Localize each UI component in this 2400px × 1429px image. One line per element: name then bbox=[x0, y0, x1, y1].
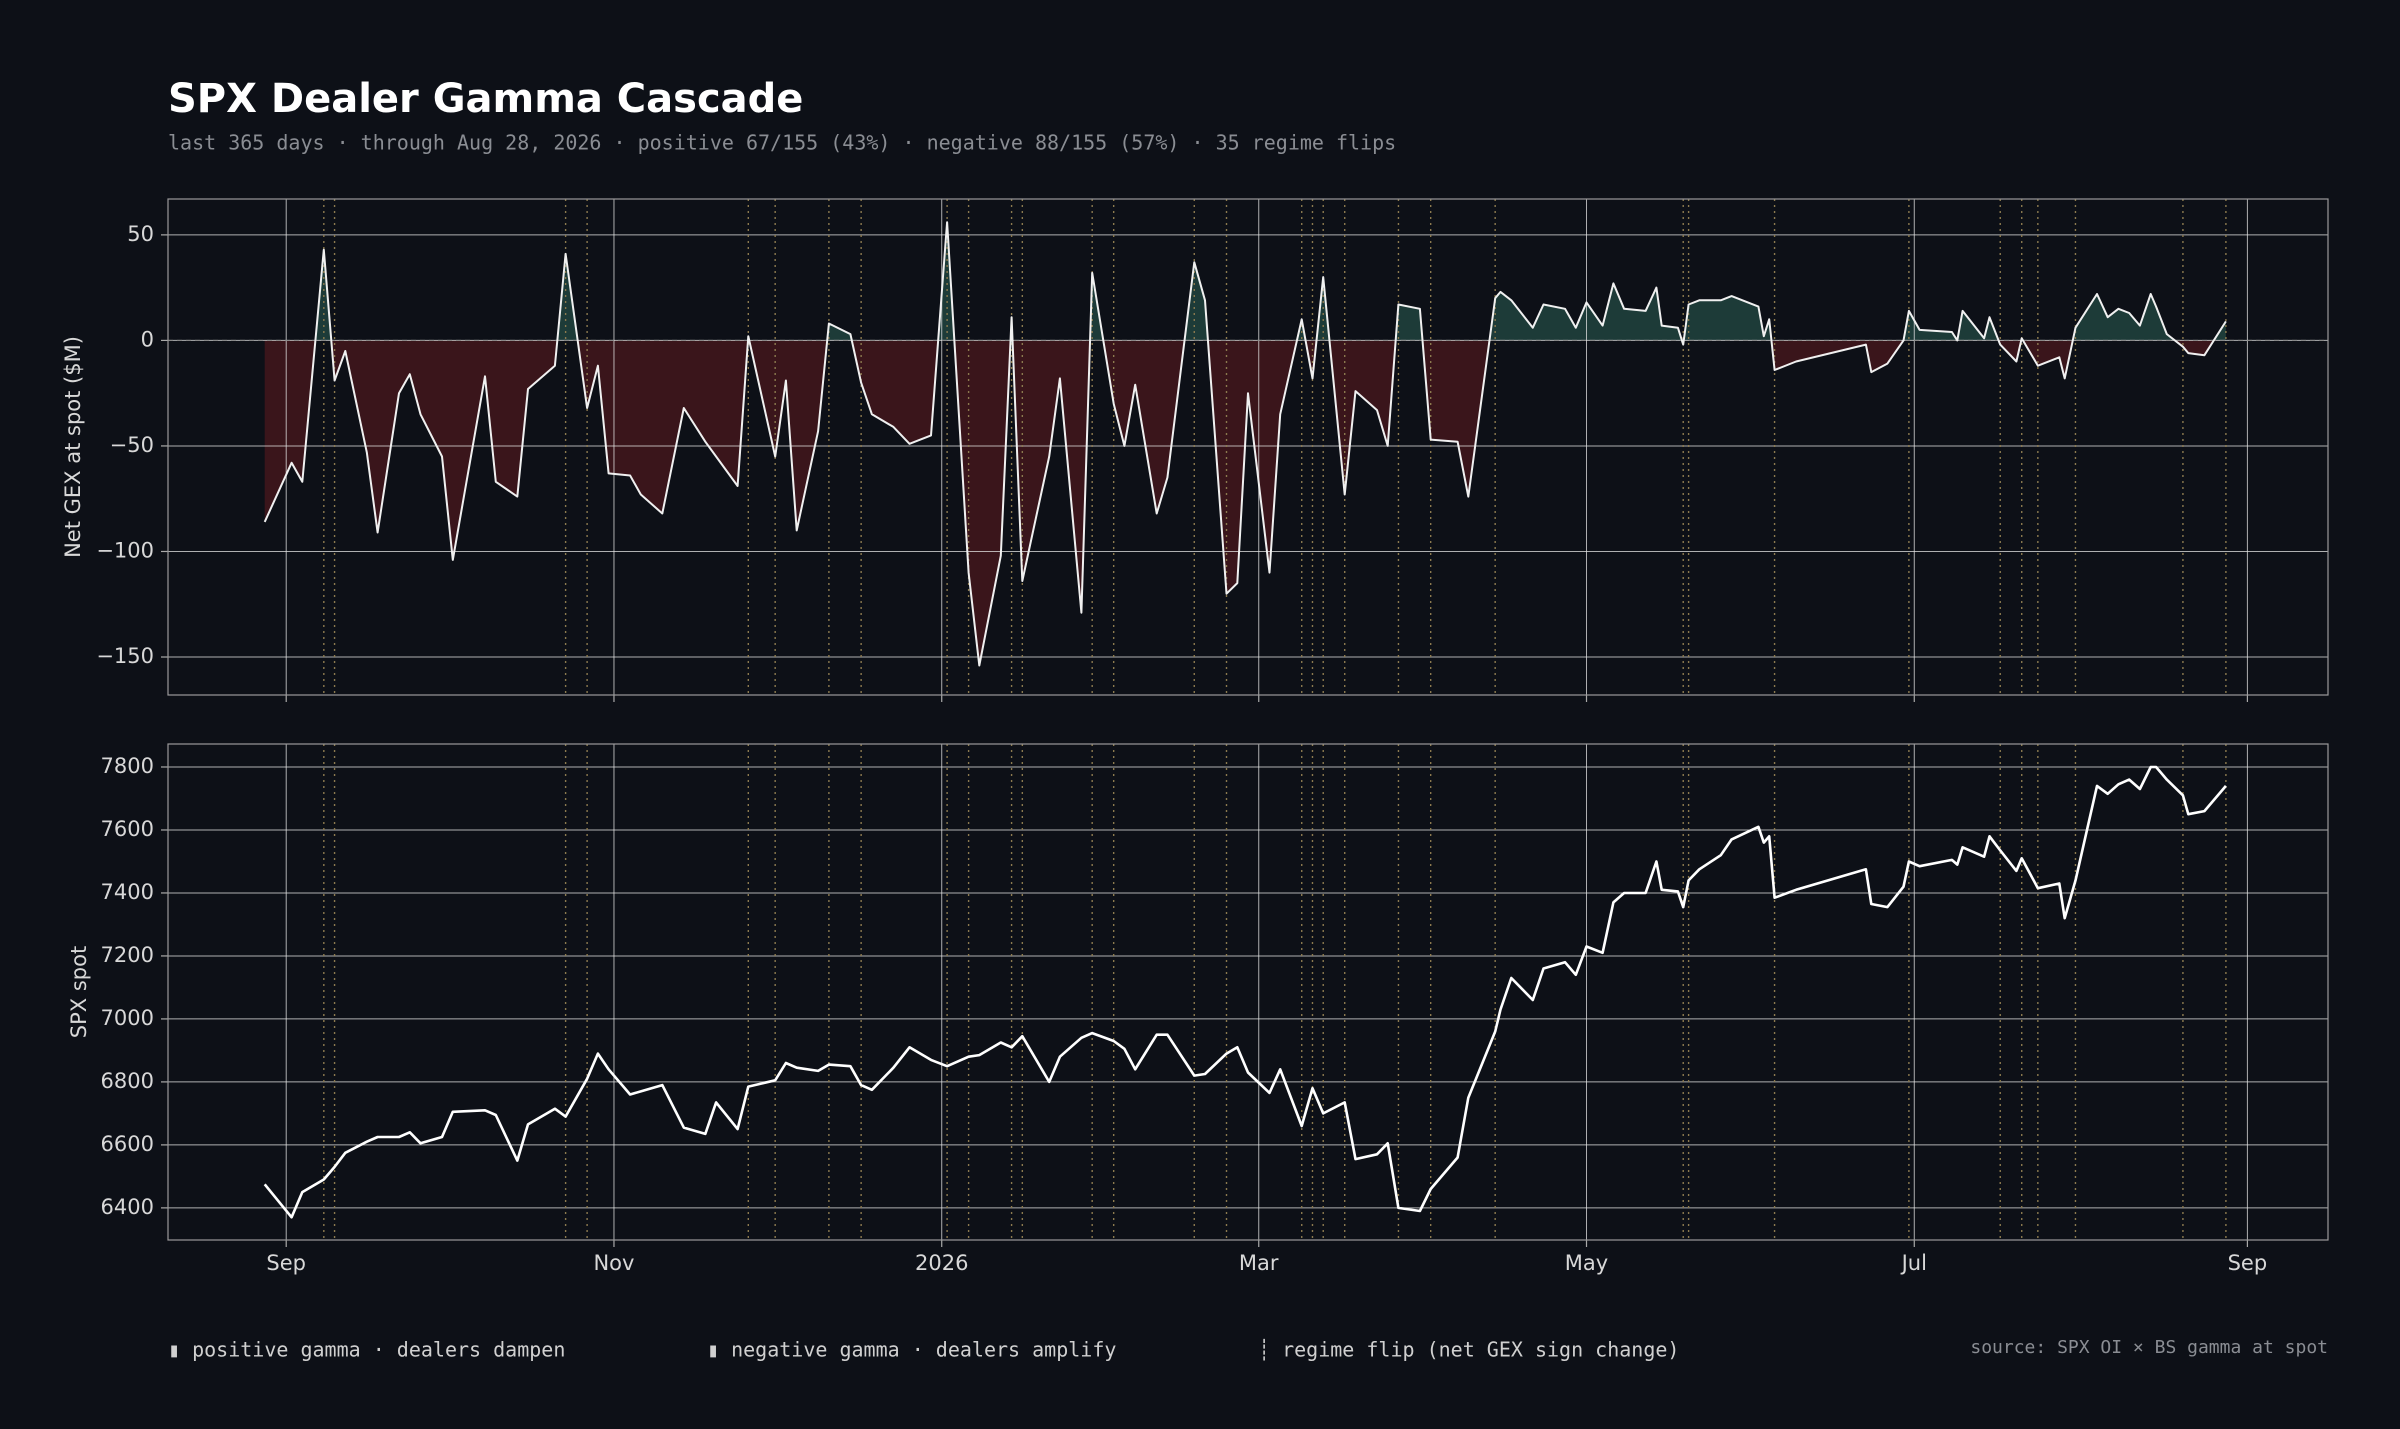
axes-frame bbox=[167, 198, 2329, 696]
x-tick-label: 2026 bbox=[915, 1251, 968, 1275]
x-tick-label: Sep bbox=[2228, 1251, 2268, 1275]
y-tick-label: 50 bbox=[127, 222, 154, 246]
legend-item: ▮ negative gamma · dealers amplify bbox=[707, 1338, 1116, 1362]
positive-area bbox=[315, 222, 2226, 341]
x-tick-label: Mar bbox=[1239, 1251, 1279, 1275]
y-tick-label: 6400 bbox=[101, 1195, 154, 1219]
x-tick-label: Nov bbox=[593, 1251, 634, 1275]
x-tick-label: Sep bbox=[266, 1251, 306, 1275]
y-axis-label: SPX spot bbox=[67, 946, 91, 1038]
y-tick-label: 7800 bbox=[101, 754, 154, 778]
y-tick-label: 7200 bbox=[101, 943, 154, 967]
y-tick-label: −50 bbox=[110, 433, 154, 457]
y-tick-label: −100 bbox=[96, 538, 154, 562]
y-tick-label: 6800 bbox=[101, 1069, 154, 1093]
subtitle: last 365 days · through Aug 28, 2026 · p… bbox=[168, 131, 1396, 155]
negative-area bbox=[264, 340, 2226, 666]
y-tick-label: 7600 bbox=[101, 817, 154, 841]
x-tick-label: May bbox=[1565, 1251, 1608, 1275]
source: source: SPX OI × BS gamma at spot bbox=[1970, 1337, 2328, 1358]
title: SPX Dealer Gamma Cascade bbox=[168, 76, 803, 122]
y-axis-label: Net GEX at spot ($M) bbox=[61, 336, 85, 558]
axes-frame bbox=[167, 743, 2329, 1241]
x-tick-label: Jul bbox=[1900, 1251, 1927, 1275]
plot-area bbox=[168, 744, 2328, 1240]
y-tick-label: 7400 bbox=[101, 880, 154, 904]
plot-area bbox=[168, 199, 2328, 695]
y-tick-label: 6600 bbox=[101, 1132, 154, 1156]
data-line bbox=[263, 765, 2227, 1219]
data-line bbox=[263, 221, 2227, 667]
y-tick-label: 0 bbox=[141, 327, 154, 351]
legend-item: ┊ regime flip (net GEX sign change) bbox=[1258, 1338, 1679, 1362]
y-tick-label: 7000 bbox=[101, 1006, 154, 1030]
y-tick-label: −150 bbox=[96, 644, 154, 668]
legend-item: ▮ positive gamma · dealers dampen bbox=[168, 1338, 565, 1362]
